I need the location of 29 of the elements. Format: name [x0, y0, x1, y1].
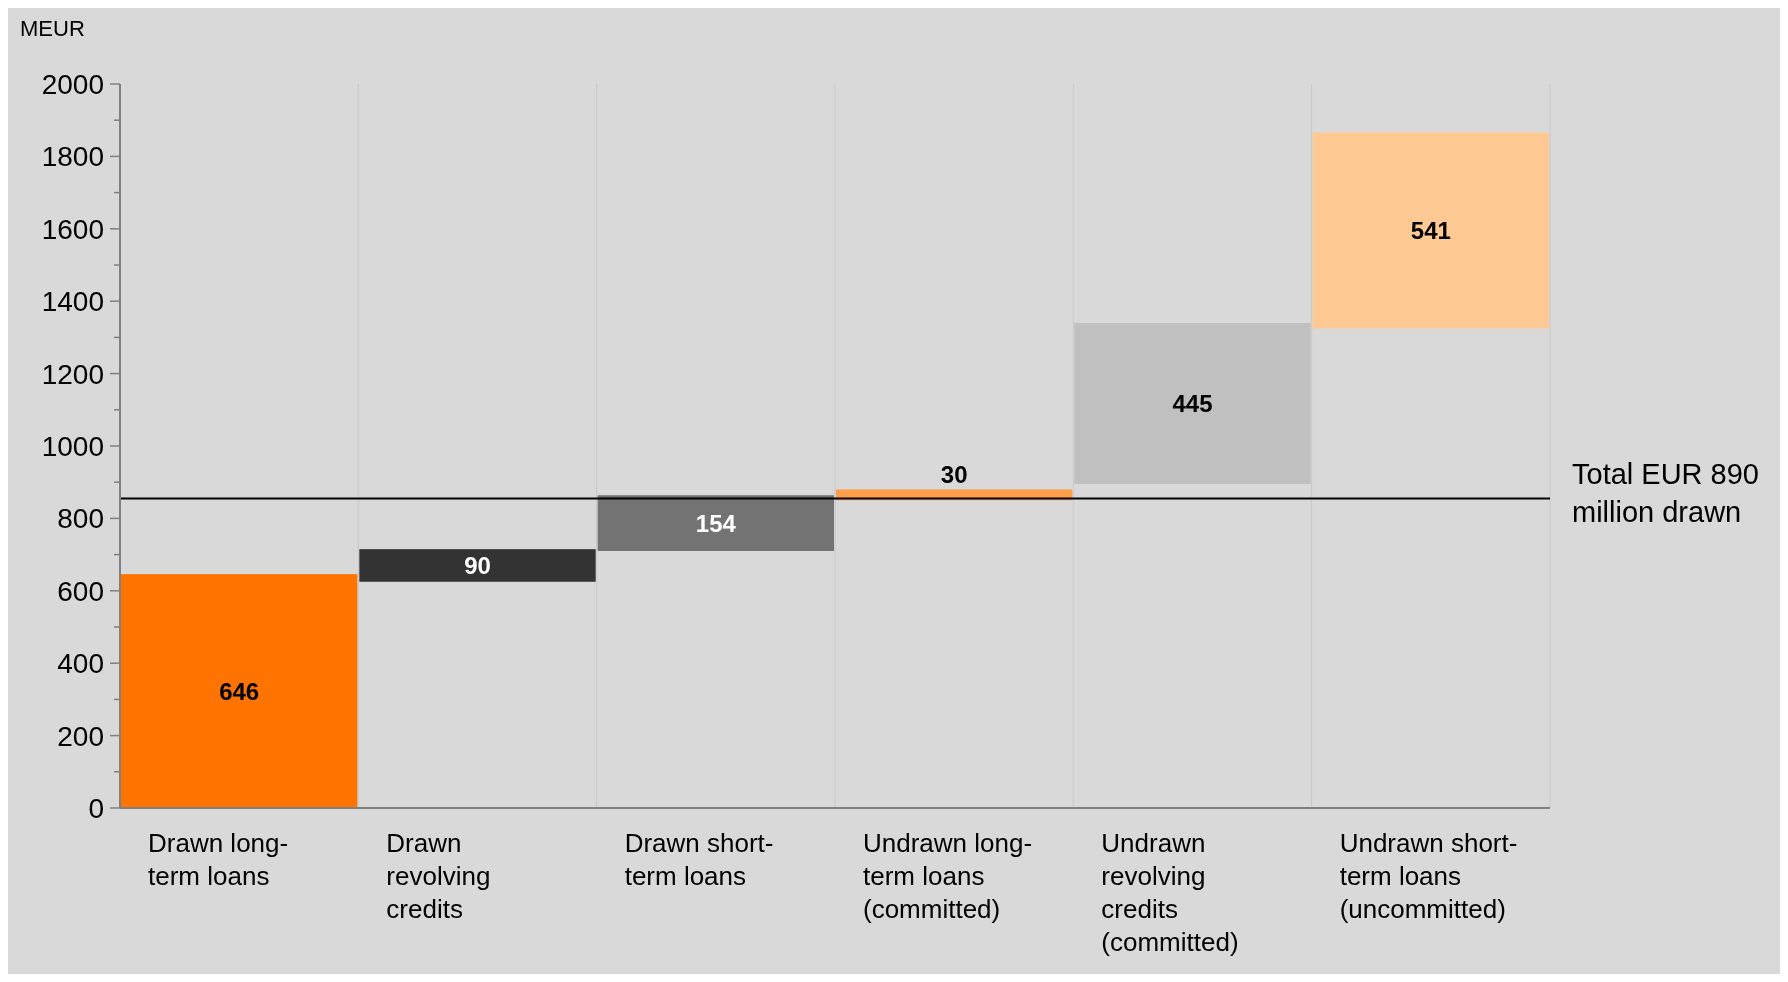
data-label: 445 — [1172, 390, 1213, 418]
data-label: 541 — [1410, 217, 1451, 245]
y-tick-label: 1600 — [41, 213, 104, 245]
y-tick-label: 800 — [57, 503, 104, 535]
data-label: 30 — [940, 461, 968, 489]
y-tick-label: 400 — [57, 648, 104, 680]
x-tick-label: Undrawn short-term loans (uncommitted) — [1339, 828, 1518, 924]
y-tick-label: 200 — [57, 720, 104, 752]
y-tick-label: 0 — [88, 793, 104, 825]
x-tick-label: Drawn revolving credits — [386, 828, 491, 924]
bar — [1312, 132, 1549, 329]
ref-line-label: Total EUR 890 million drawn — [1572, 458, 1759, 529]
x-tick-label: Drawn short-term loans — [624, 828, 774, 891]
x-tick-label: Drawn long-term loans — [148, 828, 289, 891]
y-axis-title: MEUR — [20, 16, 85, 41]
y-tick-label: 1200 — [41, 358, 104, 390]
x-tick-label: Undrawn long-term loans (committed) — [863, 828, 1033, 924]
bar — [597, 495, 834, 551]
y-tick-label: 1400 — [41, 286, 104, 318]
y-tick-label: 1000 — [41, 431, 104, 463]
data-label: 154 — [695, 509, 737, 537]
y-tick-label: 2000 — [41, 69, 104, 101]
y-tick-label: 1800 — [41, 141, 104, 173]
bar — [359, 549, 596, 582]
y-tick-label: 600 — [57, 575, 104, 607]
x-tick-label: Undrawn revolving credits (committed) — [1101, 828, 1239, 957]
data-label: 646 — [219, 677, 260, 705]
bar — [121, 574, 358, 808]
data-label: 90 — [464, 552, 491, 580]
